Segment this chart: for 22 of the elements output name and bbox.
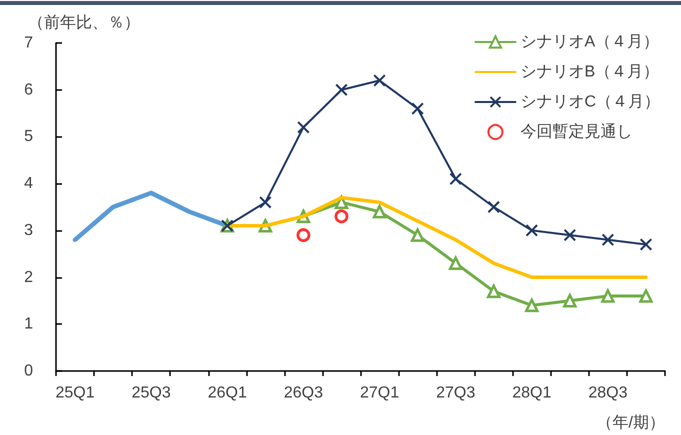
x-axis-title: （年/期） [596, 414, 665, 432]
legend-label: シナリオB（４月） [520, 64, 660, 80]
y-tick-label: 7 [24, 34, 34, 52]
legend-label: シナリオA（４月） [520, 34, 660, 50]
x-tick-label: 28Q3 [588, 384, 628, 402]
y-axis-title: （前年比、％） [28, 14, 140, 32]
y-tick-label: 5 [24, 128, 34, 146]
y-tick-label: 4 [24, 175, 34, 192]
x-tick-label: 27Q3 [436, 384, 476, 402]
x-tick-label: 26Q3 [284, 384, 324, 402]
x-tick-label: 25Q1 [55, 384, 95, 402]
y-tick-label: 2 [24, 268, 34, 286]
y-tick-label: 0 [24, 362, 34, 380]
y-tick-label: 6 [24, 81, 34, 98]
x-tick-label: 27Q1 [360, 384, 400, 402]
legend-label: シナリオC（４月） [520, 94, 660, 110]
y-tick-label: 1 [24, 316, 34, 333]
x-tick-label: 25Q3 [132, 384, 171, 402]
x-tick-label: 26Q1 [208, 384, 247, 402]
y-tick-label: 3 [24, 222, 34, 239]
legend-label: 今回暫定見通し [520, 122, 632, 140]
x-tick-label: 28Q1 [512, 384, 552, 402]
